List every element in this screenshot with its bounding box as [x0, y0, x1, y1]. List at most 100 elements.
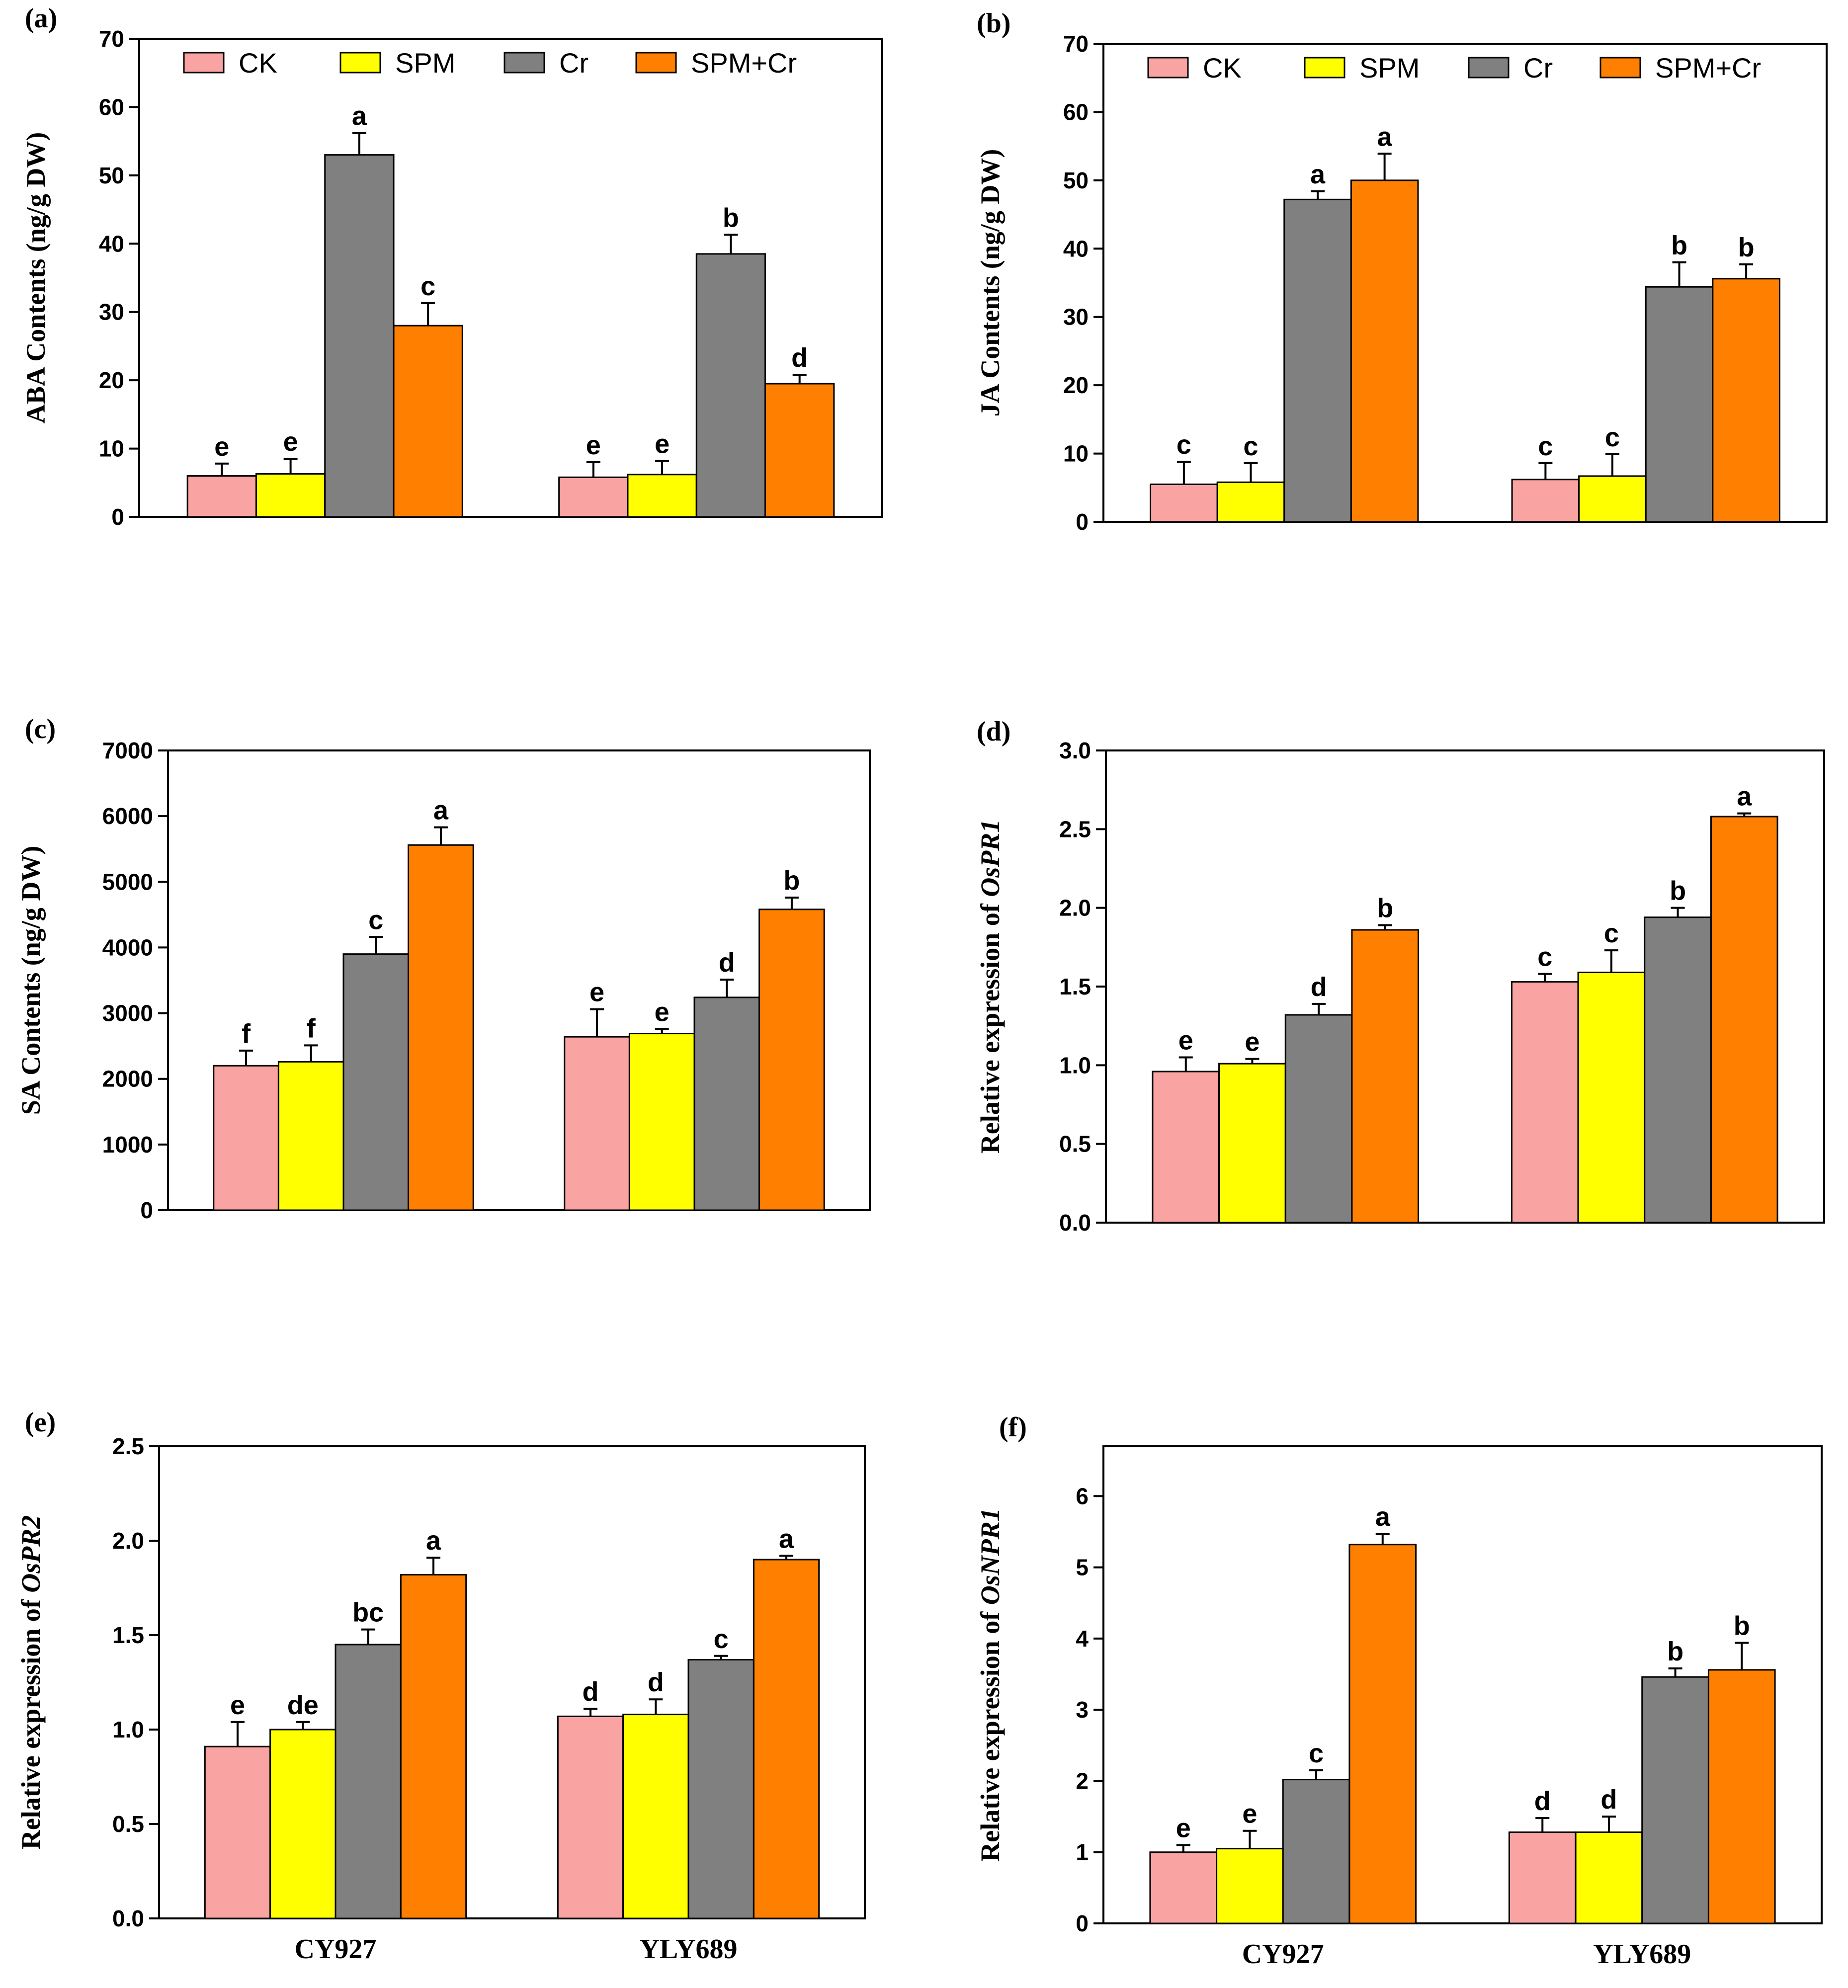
significance-letter: e — [655, 997, 670, 1027]
bar-cr — [324, 154, 395, 518]
y-tick-label: 4 — [1076, 1626, 1089, 1652]
bar-ck — [1149, 1851, 1218, 1924]
bar-spm-plus-cr — [1710, 816, 1778, 1224]
bar-cr — [1284, 1014, 1353, 1224]
y-tick-label: 40 — [1063, 236, 1089, 261]
legend-swatch-spm — [339, 52, 381, 74]
significance-letter: c — [368, 905, 383, 935]
y-tick-label: 4000 — [102, 934, 153, 960]
significance-letter: c — [1537, 942, 1552, 972]
significance-letter: e — [230, 1690, 245, 1720]
bar-spm — [1216, 1848, 1284, 1924]
significance-letter: e — [655, 429, 670, 459]
significance-letter: a — [1375, 1502, 1391, 1532]
panel-label: (a) — [25, 3, 57, 34]
bar-spm — [1218, 1063, 1286, 1224]
significance-letter: d — [719, 948, 735, 978]
significance-letter: a — [1310, 160, 1326, 189]
significance-letter: d — [1600, 1785, 1617, 1815]
chart-panel-e: (e) 0.0 0.5 1.0 1.5 2.0 2.5 Relative expression… — [16, 1407, 866, 1965]
bar-spm — [1577, 972, 1646, 1224]
bar-cr — [687, 1658, 755, 1919]
significance-letter: b — [1667, 1637, 1683, 1666]
y-tick-label: 0 — [111, 504, 124, 530]
panel-label: (b) — [977, 8, 1010, 39]
y-axis-label: JA Contents (ng/g DW) — [975, 149, 1005, 417]
y-tick-label: 2 — [1076, 1768, 1089, 1794]
significance-letter: d — [582, 1677, 598, 1707]
y-tick-label: 30 — [1063, 304, 1089, 330]
bar-spm-plus-cr — [758, 909, 825, 1211]
y-tick-label: 3.0 — [1059, 738, 1091, 763]
bar-spm-plus-cr — [408, 844, 474, 1211]
bar-cr — [1645, 286, 1714, 523]
significance-letter: a — [1737, 782, 1752, 812]
significance-letter: d — [1534, 1786, 1551, 1816]
bar-ck — [1152, 1071, 1220, 1224]
y-tick-label: 5000 — [102, 869, 153, 895]
significance-letter: c — [420, 271, 435, 301]
bar-ck — [213, 1065, 279, 1211]
significance-letter: b — [783, 866, 800, 896]
y-tick-label: 7000 — [102, 738, 153, 763]
significance-letter: d — [791, 343, 808, 373]
significance-letter: f — [242, 1019, 251, 1049]
y-tick-label: 3 — [1076, 1697, 1089, 1723]
significance-letter: e — [1178, 1026, 1193, 1056]
panel-label: (c) — [25, 714, 56, 745]
y-tick-label: 10 — [99, 436, 124, 462]
legend-swatch-spm-plus-cr — [1599, 57, 1641, 79]
chart-panel-f: (f) 0 1 2 3 4 5 6 Relative expression of OsNPR1 e… — [975, 1412, 1823, 1970]
significance-letter: e — [1176, 1813, 1191, 1843]
y-axis-label: Relative expression of OsNPR1 — [975, 1508, 1005, 1861]
bar-cr — [695, 253, 766, 518]
bar-spm-plus-cr — [1707, 1669, 1776, 1924]
y-axis-label: ABA Contents (ng/g DW) — [21, 132, 51, 424]
y-tick-label: 0.0 — [112, 1905, 144, 1931]
y-tick-label: 6 — [1076, 1483, 1089, 1509]
bar-spm-plus-cr — [1350, 179, 1419, 523]
x-category-label: YLY689 — [1593, 1939, 1691, 1970]
bar-ck — [1508, 1831, 1577, 1924]
bar-spm-plus-cr — [1348, 1544, 1417, 1924]
legend-label: SPM — [1359, 52, 1420, 83]
bar-cr — [1282, 1779, 1350, 1924]
bar-ck — [564, 1036, 630, 1211]
y-tick-label: 50 — [99, 163, 124, 188]
y-tick-label: 20 — [1063, 372, 1089, 398]
y-tick-label: 5 — [1076, 1555, 1089, 1580]
bar-spm-plus-cr — [400, 1574, 467, 1919]
y-tick-label: 0.5 — [112, 1811, 144, 1837]
bar-spm — [627, 474, 697, 518]
bar-cr — [1283, 198, 1352, 523]
legend: CK SPM Cr SPM+Cr — [183, 47, 797, 79]
significance-letter: a — [779, 1524, 794, 1554]
bar-spm — [628, 1033, 695, 1211]
y-tick-label: 6000 — [102, 803, 153, 829]
bar-spm — [1216, 481, 1285, 523]
bar-ck — [1511, 981, 1579, 1224]
bar-spm — [277, 1061, 344, 1211]
significance-letter: a — [433, 796, 449, 826]
significance-letter: c — [714, 1624, 729, 1654]
bar-ck — [1150, 483, 1218, 523]
significance-letter: b — [1671, 231, 1687, 260]
y-tick-label: 60 — [1063, 99, 1089, 125]
bar-spm-plus-cr — [393, 325, 463, 518]
y-axis-label: SA Contents (ng/g DW) — [16, 846, 46, 1115]
y-tick-label: 1 — [1076, 1839, 1089, 1865]
significance-letter: e — [589, 978, 604, 1007]
significance-letter: a — [352, 101, 367, 131]
y-tick-label: 0 — [1076, 1910, 1089, 1936]
plot-frame — [158, 1445, 866, 1919]
panel-label: (f) — [999, 1412, 1027, 1443]
y-tick-label: 0 — [140, 1197, 153, 1223]
y-tick-label: 0.0 — [1059, 1210, 1091, 1236]
bar-spm — [255, 473, 326, 518]
significance-letter: e — [1245, 1027, 1260, 1057]
chart-panel-b: (b) 0 10 20 30 40 50 60 70 JA Contents (ng/g DW) c… — [975, 8, 1828, 535]
significance-letter: c — [1243, 431, 1258, 461]
legend-label: Cr — [1523, 52, 1553, 83]
significance-letter: c — [1309, 1739, 1324, 1768]
